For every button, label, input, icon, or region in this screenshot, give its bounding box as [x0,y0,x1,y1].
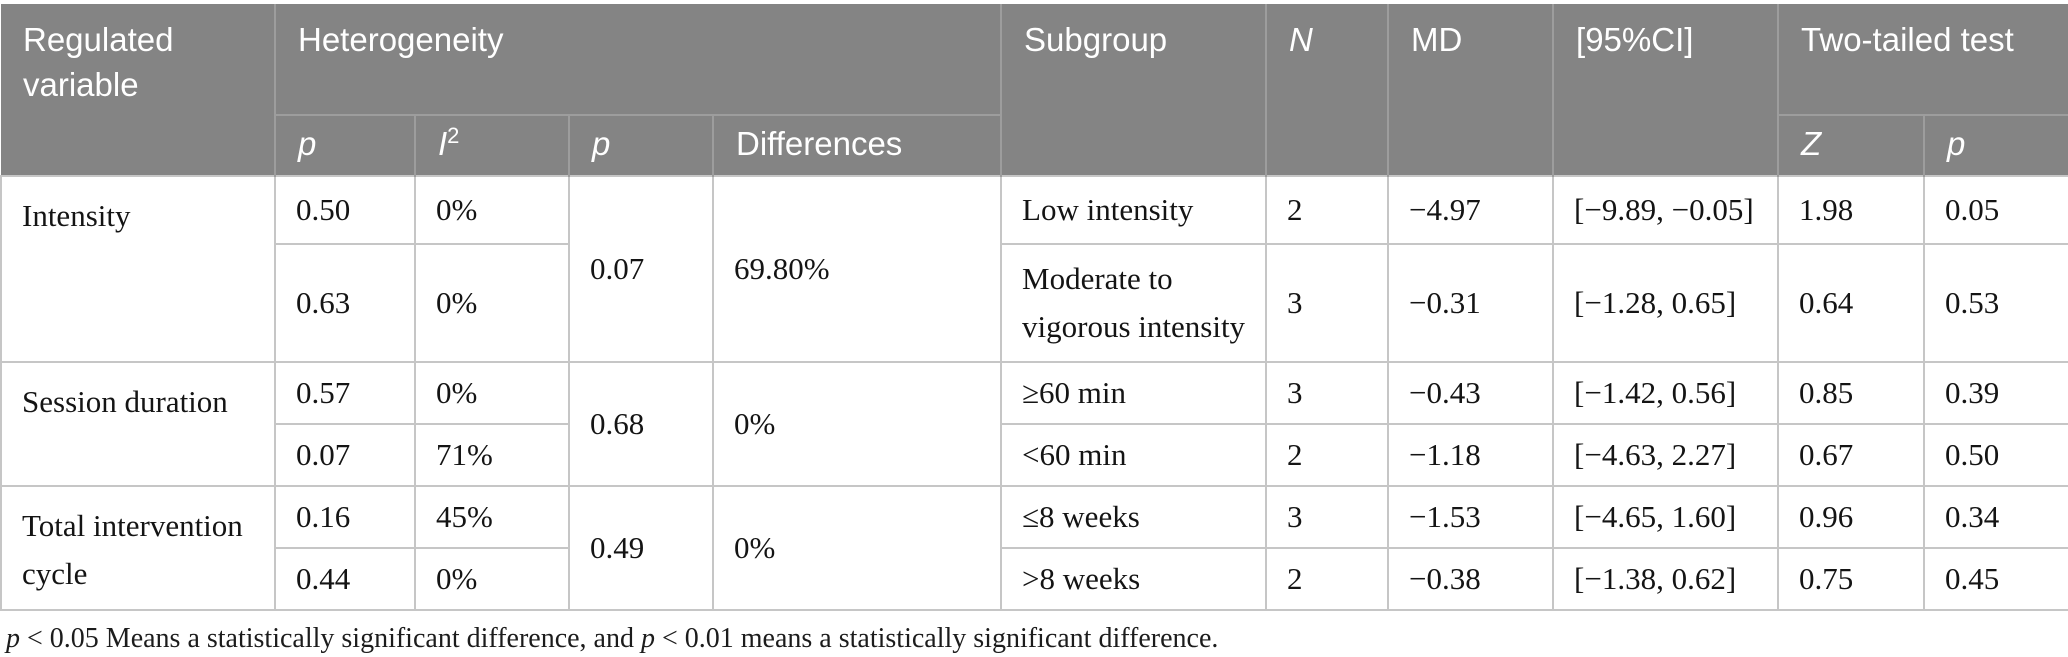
cell-ci: [−1.42, 0.56] [1552,360,1780,425]
header-n: N [1265,4,1389,176]
cell-diff-p: 0.49 [568,484,714,611]
header-i-squared: I2 [414,115,569,176]
cell-het-p: 0.16 [274,484,416,549]
subgroup-analysis-table: Regulated variable Heterogeneity Subgrou… [0,4,2068,611]
cell-ci: [−1.38, 0.62] [1552,546,1780,611]
cell-n: 2 [1265,546,1390,611]
cell-md: −0.31 [1387,242,1555,363]
cell-subgroup: ≥60 min [1000,360,1268,425]
header-z: Z [1777,115,1925,176]
table-row: 0.44 0% >8 weeks 2 −0.38 [−1.38, 0.62] 0… [1,546,2068,611]
footnote-p-symbol: p [6,622,20,654]
cell-md: −1.53 [1387,484,1555,549]
cell-i-squared: 0% [414,546,570,611]
cell-regulated-variable: Intensity [0,174,276,363]
header-heterogeneity: Heterogeneity [273,4,1002,116]
cell-n: 3 [1265,360,1390,425]
cell-diff-p: 0.68 [568,360,714,487]
cell-ci: [−4.65, 1.60] [1552,484,1780,549]
cell-md: −1.18 [1387,422,1555,487]
cell-het-p: 0.50 [274,174,416,245]
table-row: Total intervention cycle 0.16 45% 0.49 0… [0,484,2068,611]
cell-z: 0.96 [1777,484,1926,549]
table-row: Intensity 0.50 0% 0.07 69.80% Low intens… [0,174,2068,363]
cell-z: 1.98 [1777,174,1926,245]
cell-z: 0.85 [1777,360,1926,425]
cell-md: −0.43 [1387,360,1555,425]
cell-p: 0.45 [1923,546,2068,611]
cell-het-p: 0.63 [274,242,416,363]
cell-subgroup: >8 weeks [1000,546,1268,611]
table-header: Regulated variable Heterogeneity Subgrou… [1,4,2068,176]
header-row-1: Regulated variable Heterogeneity Subgrou… [1,4,2068,176]
cell-subgroup: <60 min [1000,422,1268,487]
cell-p: 0.53 [1923,242,2068,363]
header-differences-p: p [568,115,713,176]
cell-md: −0.38 [1387,546,1555,611]
header-p: p [1923,115,2068,176]
cell-subgroup: ≤8 weeks [1000,484,1268,549]
cell-het-p: 0.44 [274,546,416,611]
header-heterogeneity-p: p [274,115,415,176]
header-md: MD [1387,4,1554,176]
cell-diff-p: 0.07 [568,174,714,363]
header-two-tailed-test: Two-tailed test [1777,4,2068,116]
footnote-p-symbol: p [640,622,655,654]
cell-i-squared: 0% [414,242,570,363]
cell-ci: [−1.28, 0.65] [1552,242,1780,363]
cell-n: 2 [1265,174,1390,245]
table-footnote: p < 0.05 Means a statistically significa… [6,623,2068,655]
table-body: Intensity 0.50 0% 0.07 69.80% Low intens… [0,174,2068,611]
cell-n: 2 [1265,422,1390,487]
table-row: Session duration 0.57 0% 0.68 0% ≥60 min… [0,360,2068,487]
i-squared-sup: 2 [447,123,460,148]
header-ci: [95%CI] [1552,4,1779,176]
cell-ci: [−4.63, 2.27] [1552,422,1780,487]
cell-het-p: 0.57 [274,360,416,425]
cell-n: 3 [1265,484,1390,549]
header-row-2: p I2 p Differences Z p [1,115,2068,176]
cell-z: 0.67 [1777,422,1926,487]
i-squared-base: I [438,125,448,162]
cell-regulated-variable: Total intervention cycle [0,484,276,611]
table-row: 0.07 71% <60 min 2 −1.18 [−4.63, 2.27] 0… [1,422,2068,487]
cell-z: 0.75 [1777,546,1926,611]
cell-i-squared: 71% [414,422,570,487]
cell-regulated-variable: Session duration [0,360,276,487]
cell-md: −4.97 [1387,174,1555,245]
footnote-text: < 0.05 Means a statistically significant… [20,622,641,654]
cell-ci: [−9.89, −0.05] [1552,174,1780,245]
cell-n: 3 [1265,242,1390,363]
footnote-text: < 0.01 means a statistically significant… [654,622,1219,654]
cell-differences: 69.80% [711,174,1003,363]
cell-p: 0.05 [1923,174,2068,245]
cell-het-p: 0.07 [274,422,416,487]
cell-differences: 0% [711,360,1003,487]
cell-p: 0.39 [1923,360,2068,425]
cell-differences: 0% [711,484,1003,611]
cell-i-squared: 0% [414,174,570,245]
header-regulated-variable: Regulated variable [1,4,275,176]
header-differences: Differences [711,115,1002,176]
cell-i-squared: 0% [414,360,570,425]
cell-subgroup: Low intensity [1000,174,1268,245]
cell-p: 0.50 [1923,422,2068,487]
table-row: 0.63 0% Moderate to vigorous intensity 3… [1,242,2068,363]
cell-i-squared: 45% [414,484,570,549]
cell-z: 0.64 [1777,242,1926,363]
cell-p: 0.34 [1923,484,2068,549]
header-subgroup: Subgroup [1000,4,1267,176]
cell-subgroup: Moderate to vigorous intensity [1000,242,1268,363]
